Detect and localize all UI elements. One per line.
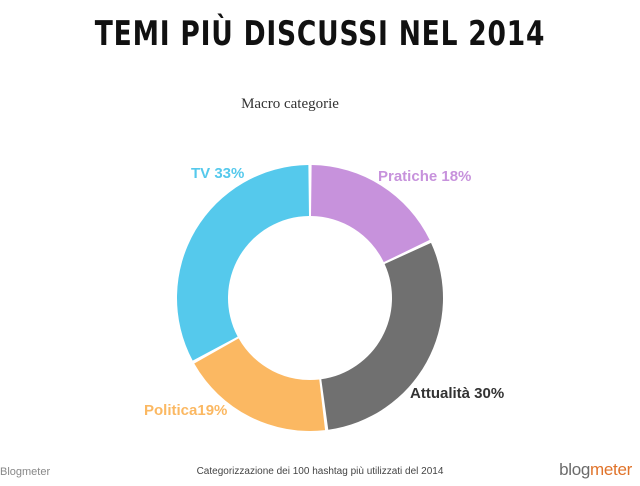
logo-blog-text: blog <box>559 460 591 479</box>
footer-caption: Categorizzazione dei 100 hashtag più uti… <box>196 466 444 477</box>
slice-pratiche <box>311 165 430 263</box>
chart-title: Macro categorie <box>241 96 339 112</box>
slice-tv <box>176 165 309 361</box>
footer-brand-text: Blogmeter <box>0 466 51 478</box>
slice-label-attualit: Attualità 30% <box>410 385 504 402</box>
slice-attualit <box>321 242 443 430</box>
slice-politica <box>194 338 326 431</box>
page-title: TEMI PIÙ DISCUSSI NEL 2014 <box>94 14 546 54</box>
slice-label-politica: Politica19% <box>144 402 227 419</box>
slice-label-tv: TV 33% <box>191 165 244 182</box>
logo-meter-text: meter <box>590 460 632 479</box>
blogmeter-logo: blogmeter <box>559 460 632 480</box>
slice-label-pratiche: Pratiche 18% <box>378 168 471 185</box>
